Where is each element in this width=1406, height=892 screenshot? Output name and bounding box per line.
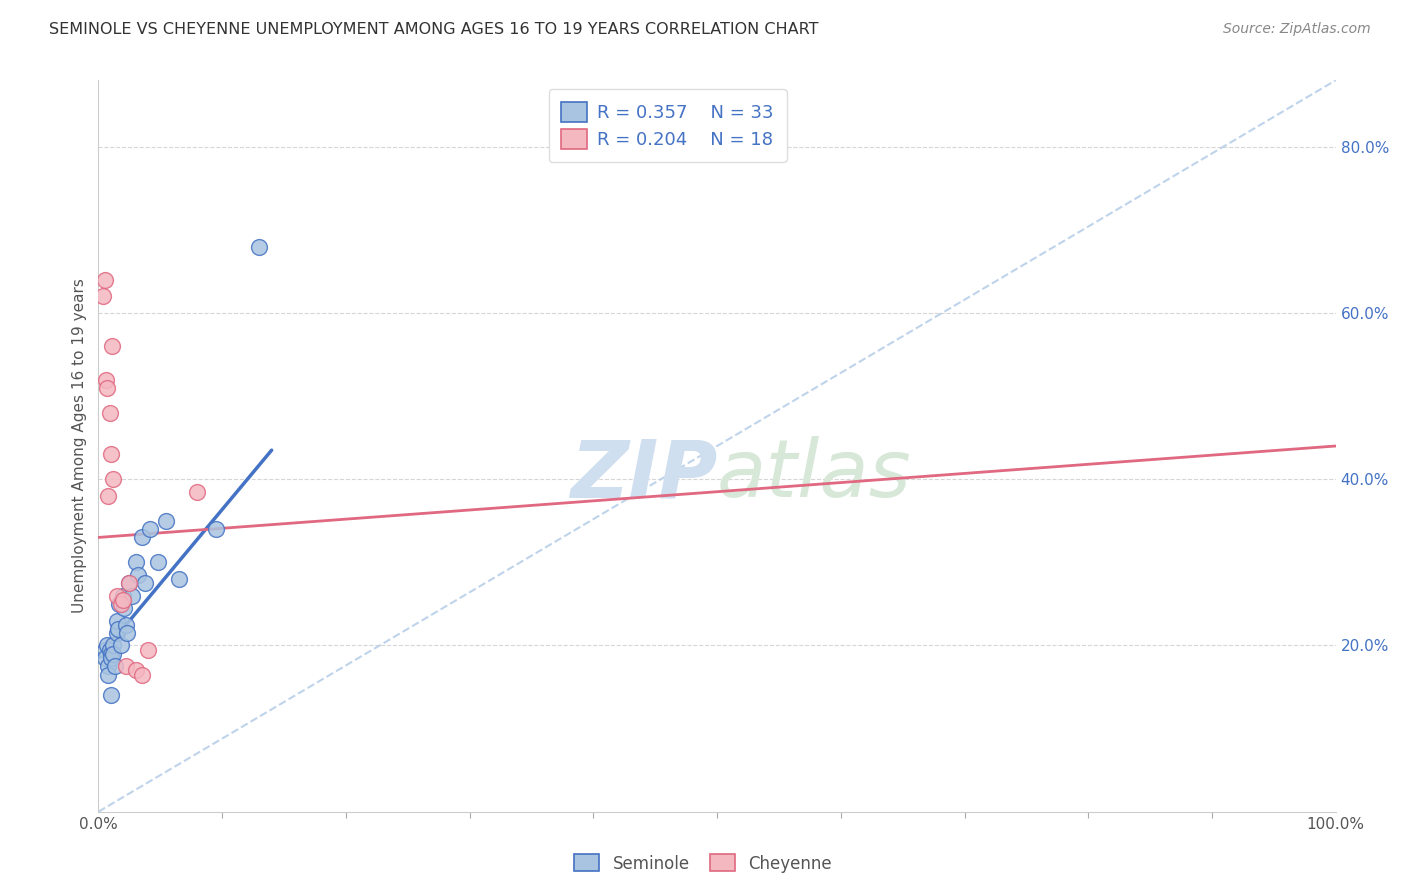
Point (139, 522, 162, 536)
Point (105, 626, 128, 640)
Point (97, 489, 120, 503)
Point (103, 659, 125, 673)
Point (97, 667, 120, 681)
Point (131, 667, 153, 681)
Point (103, 472, 125, 486)
Point (105, 614, 128, 628)
Point (98, 642, 121, 657)
Point (100, 651, 122, 665)
Point (112, 592, 135, 607)
Point (110, 597, 132, 611)
Legend: Seminole, Cheyenne: Seminole, Cheyenne (568, 847, 838, 880)
Point (94, 372, 117, 386)
Point (93, 289, 115, 303)
Legend: R = 0.357    N = 33, R = 0.204    N = 18: R = 0.357 N = 33, R = 0.204 N = 18 (548, 89, 786, 161)
Point (124, 664, 146, 678)
Point (108, 597, 131, 611)
Point (131, 530, 153, 544)
Point (167, 572, 190, 586)
Text: atlas: atlas (717, 436, 912, 515)
Point (110, 639, 132, 653)
Point (114, 617, 136, 632)
Point (247, 239, 270, 253)
Point (115, 626, 138, 640)
Point (107, 622, 129, 636)
Point (97, 659, 120, 673)
Point (112, 601, 135, 615)
Point (155, 514, 177, 528)
Point (186, 484, 208, 499)
Point (103, 639, 125, 653)
Point (96, 381, 118, 395)
Point (103, 647, 125, 661)
Y-axis label: Unemployment Among Ages 16 to 19 years: Unemployment Among Ages 16 to 19 years (72, 278, 87, 614)
Point (121, 589, 143, 603)
Text: ZIP: ZIP (569, 436, 717, 515)
Point (127, 567, 149, 582)
Point (100, 447, 122, 461)
Point (205, 522, 228, 536)
Point (112, 589, 135, 603)
Text: SEMINOLE VS CHEYENNE UNEMPLOYMENT AMONG AGES 16 TO 19 YEARS CORRELATION CHART: SEMINOLE VS CHEYENNE UNEMPLOYMENT AMONG … (49, 22, 818, 37)
Point (98, 406, 121, 420)
Point (105, 589, 128, 603)
Point (93, 273, 115, 287)
Point (114, 659, 136, 673)
Point (118, 576, 141, 591)
Point (146, 555, 169, 569)
Point (93, 642, 115, 657)
Point (124, 555, 146, 569)
Point (100, 689, 122, 703)
Point (96, 639, 118, 653)
Text: Source: ZipAtlas.com: Source: ZipAtlas.com (1223, 22, 1371, 37)
Point (101, 339, 124, 353)
Point (100, 647, 122, 661)
Point (93, 651, 115, 665)
Point (136, 642, 159, 657)
Point (134, 576, 156, 591)
Point (118, 576, 141, 591)
